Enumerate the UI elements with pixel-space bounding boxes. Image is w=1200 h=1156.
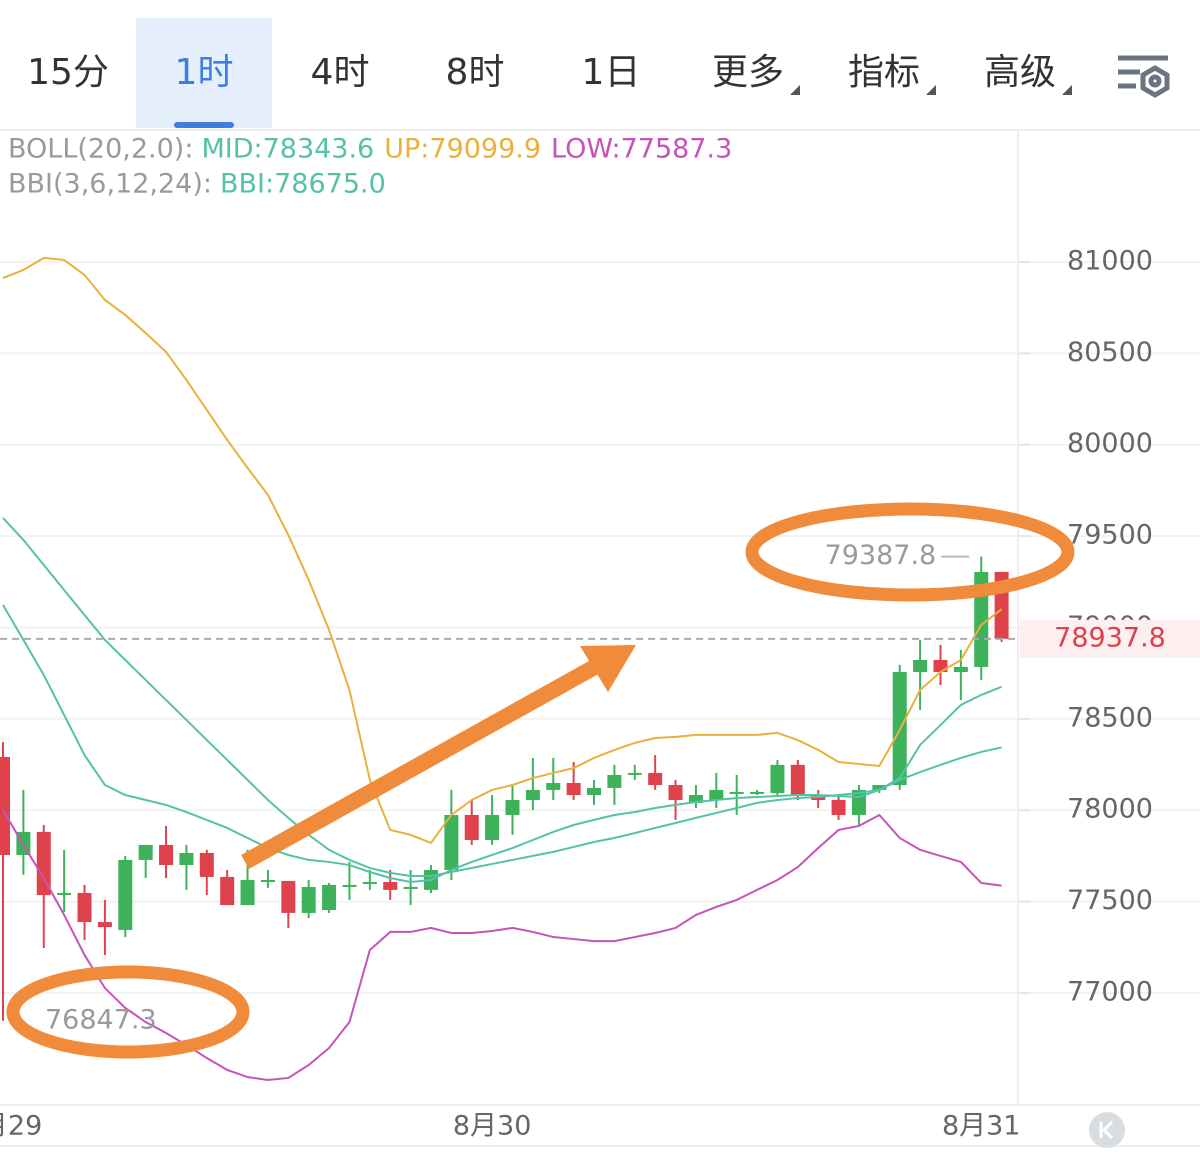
candle-body [688,795,703,803]
candle-body [525,789,540,800]
candle-body [505,799,520,815]
candle-body [770,764,785,794]
tab-bar: 15分 1时 4时 8时 1日 更多 指标 高级 [27,18,1072,128]
dropdown-triangle [1062,85,1072,95]
candle-body [464,814,479,841]
tab-highlight [136,18,272,128]
candle-body [362,882,377,885]
candle-body [790,764,805,796]
candle-body [444,814,459,870]
candle-body [179,852,194,866]
price-label-bg [1020,619,1200,658]
candle-body [668,784,683,800]
candle-body [97,922,112,927]
legend-label: BOLL(20,2.0): [8,134,193,165]
legend-item: LOW:77587.3 [551,134,732,165]
candle-body [260,880,275,883]
candle-body [159,844,174,866]
candle-body [240,880,255,906]
candle-body [729,791,744,794]
button-circle [1089,1112,1125,1148]
tab[interactable]: 更多 [712,52,784,93]
tab[interactable]: 1日 [582,52,641,93]
candle-body [0,757,10,855]
tab[interactable]: 4时 [311,52,370,93]
overlay: BOLL(20,2.0): MID:78343.6 UP:79099.9 LOW:77… [0,134,1200,1035]
tab[interactable]: 15分 [27,52,109,93]
y-tick-label: 80500 [1067,337,1153,368]
candle-body [872,784,887,790]
highlight-ellipse [745,502,1075,602]
y-tick-label: 81000 [1067,245,1153,276]
y-tick-label: 77500 [1067,885,1153,916]
highlight-ellipse [6,965,250,1059]
indicator-line [2,809,1002,1081]
candle-body [342,884,357,887]
dropdown-triangle [790,85,800,95]
candle-body [383,882,398,890]
indicator-line [2,256,1003,845]
high-annotation: 79387.8 [825,540,937,571]
legend-item: MID:78343.6 [201,134,374,165]
tab[interactable]: 高级 [984,52,1056,93]
candle-body [546,782,561,790]
candle-body [301,886,316,913]
y-tick-label: 78000 [1067,794,1153,825]
legend-item: UP:79099.9 [384,134,541,165]
y-tick-label: 79500 [1067,520,1153,551]
button-glyph [1099,1120,1114,1140]
candle-body [913,659,928,673]
arrow-head [580,645,636,692]
low-annotation: 76847.3 [45,1004,157,1035]
price-label: 78937.8 [1054,622,1166,653]
candle-body [322,884,337,910]
grid: 7700077500780007850079000795008000080500… [0,245,1200,1142]
candle-body [199,852,214,877]
plot [0,256,1009,1081]
candle-body [403,886,418,889]
candle-body [485,814,500,841]
tab[interactable]: 指标 [848,52,920,93]
candle-body [607,774,622,788]
y-tick-label: 80000 [1067,428,1153,459]
candle-body [220,876,235,906]
arrow-shaft [241,657,604,869]
candle-body [57,893,72,896]
candle-body [953,666,968,673]
tab[interactable]: 1时 [175,52,234,93]
hand-drawn-marks [6,502,1075,1059]
tab-indicator [174,122,234,128]
x-tick-label: 8月30 [453,1111,532,1142]
icon-dot [1148,74,1162,88]
candle-body [36,831,51,896]
candle-body [648,772,663,785]
candle-body [138,844,153,860]
settings-icon[interactable] [1118,55,1170,98]
candle-body [587,787,602,796]
scroll-button[interactable] [1089,1112,1125,1148]
candle-body [118,859,133,930]
candle-body [566,782,581,796]
candle-body [709,789,724,800]
indicator-line [2,604,1002,884]
y-tick-label: 77000 [1067,976,1153,1007]
icon-hex [1140,65,1170,98]
candle-body [831,799,846,815]
x-tick-label: 8月29 [0,1111,42,1142]
candle-body [750,791,765,794]
candle-body [77,893,92,923]
legend-label: BBI(3,6,12,24): [8,169,212,200]
x-tick-label: 8月31 [942,1111,1021,1142]
y-tick-label: 78500 [1067,702,1153,733]
dropdown-triangle [926,85,936,95]
tab[interactable]: 8时 [446,52,505,93]
candle-body [627,772,642,775]
legend-item: BBI:78675.0 [220,169,386,200]
candle-body [281,880,296,913]
